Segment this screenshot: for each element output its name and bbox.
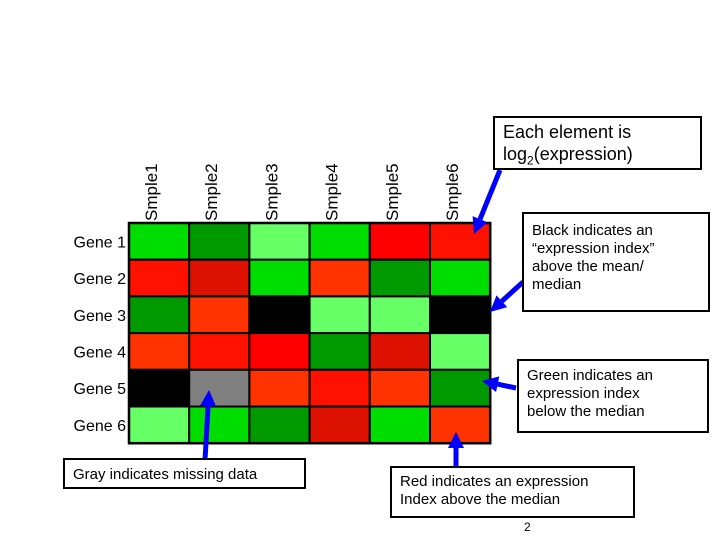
callout-line: expression index xyxy=(527,385,640,402)
heatmap-border xyxy=(127,221,492,445)
heatmap-cell xyxy=(368,368,431,408)
pointer-arrow-head xyxy=(448,432,464,448)
heatmap-cell xyxy=(188,405,251,445)
sample-label: Smple6 xyxy=(443,163,462,221)
heatmap-cell xyxy=(308,295,371,335)
green-meaning-callout: Green indicates an expression index belo… xyxy=(517,359,709,433)
callout-line: “expression index” xyxy=(532,240,655,257)
heatmap-cell xyxy=(248,405,311,445)
heatmap-cell xyxy=(188,258,251,298)
black-meaning-callout: Black indicates an “expression index” ab… xyxy=(522,212,710,312)
heatmap-cell xyxy=(429,258,492,298)
page-number: 2 xyxy=(524,520,531,534)
gene-label: Gene 1 xyxy=(74,234,127,251)
sample-label: Smple3 xyxy=(262,163,281,221)
log2-expression-callout: Each element is log2(expression) xyxy=(493,116,702,170)
pointer-arrow-head xyxy=(482,376,500,393)
heatmap-cell xyxy=(368,295,431,335)
heatmap-cell xyxy=(308,368,371,408)
heatmap-cell xyxy=(368,222,431,261)
heatmap-cell xyxy=(188,368,251,408)
heatmap-cell xyxy=(368,332,431,371)
callout-line: Index above the median xyxy=(400,491,561,508)
red-meaning-callout: Red indicates an expression Index above … xyxy=(390,466,635,518)
heatmap-cell xyxy=(308,332,371,371)
callout-line: below the median xyxy=(527,403,645,420)
sample-label: Smple2 xyxy=(202,163,221,221)
pointer-arrow-head xyxy=(490,295,508,312)
heatmap-cell xyxy=(188,295,251,335)
heatmap-cell xyxy=(128,332,191,371)
gray-meaning-callout: Gray indicates missing data xyxy=(63,458,306,489)
gene-label: Gene 5 xyxy=(74,381,127,398)
heatmap-cell xyxy=(248,332,311,371)
callout-line: Black indicates an xyxy=(532,222,653,239)
heatmap-cell xyxy=(308,258,371,298)
gene-label: Gene 4 xyxy=(74,344,127,361)
heatmap-cell xyxy=(128,222,191,261)
heatmap-cell xyxy=(248,368,311,408)
heatmap-cell xyxy=(248,295,311,335)
heatmap-cell xyxy=(188,222,251,261)
heatmap-cell xyxy=(248,258,311,298)
callout-line: log2(expression) xyxy=(503,143,633,168)
pointer-arrow-shaft xyxy=(497,381,517,391)
heatmap-cell xyxy=(128,405,191,445)
pointer-arrow-shaft xyxy=(477,169,503,221)
sample-label: Smple5 xyxy=(383,163,402,221)
heatmap-cell xyxy=(429,332,492,371)
sample-label: Smple1 xyxy=(142,163,161,221)
gene-label: Gene 2 xyxy=(74,271,127,288)
pointer-arrow-shaft xyxy=(202,405,211,461)
pointer-arrow-head xyxy=(200,390,217,407)
heatmap-cell xyxy=(429,405,492,445)
callout-line: Each element is xyxy=(503,122,632,142)
heatmap-cell xyxy=(368,258,431,298)
heatmap-cell xyxy=(248,222,311,261)
heatmap-cell xyxy=(128,295,191,335)
callout-line: Green indicates an xyxy=(527,367,653,384)
sample-label: Smple4 xyxy=(323,163,342,221)
heatmap-cell xyxy=(128,258,191,298)
callout-line: above the mean/ xyxy=(532,258,644,275)
callout-line: Red indicates an expression xyxy=(400,473,589,490)
heatmap-cell xyxy=(308,222,371,261)
pointer-arrow-head xyxy=(472,216,488,234)
gene-label: Gene 3 xyxy=(74,308,127,325)
heatmap-cell xyxy=(368,405,431,445)
callout-line: median xyxy=(532,276,582,293)
pointer-arrow-shaft xyxy=(500,280,525,304)
heatmap-cell xyxy=(429,368,492,408)
gene-label: Gene 6 xyxy=(74,418,127,435)
heatmap-cell xyxy=(188,332,251,371)
heatmap-cell xyxy=(429,222,492,261)
callout-line: Gray indicates missing data xyxy=(73,466,258,483)
heatmap-cell xyxy=(128,368,191,408)
heatmap-cell xyxy=(308,405,371,445)
heatmap-cell xyxy=(429,295,492,335)
